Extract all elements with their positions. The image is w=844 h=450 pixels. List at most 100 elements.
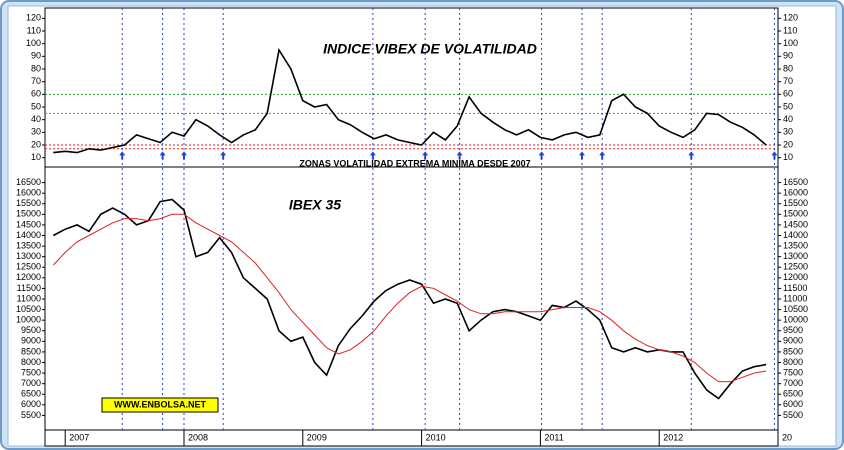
y-tick-label-right: 40 [783,114,793,124]
chart-title: IBEX 35 [289,197,341,213]
y-tick-label-right: 15500 [783,198,808,208]
y-tick-label: 13000 [16,251,41,261]
y-tick-label-right: 6000 [783,399,803,409]
x-tick-label: 2009 [307,432,327,442]
y-tick-label: 80 [31,63,41,73]
y-tick-label-right: 13500 [783,240,808,250]
signal-arrow [119,151,126,160]
y-tick-label-right: 9000 [783,336,803,346]
y-tick-label: 12500 [16,262,41,272]
y-tick-label-right: 10000 [783,315,808,325]
annotation-box [101,397,219,413]
y-tick-label: 15500 [16,198,41,208]
y-tick-label: 7000 [21,378,41,388]
y-tick-label-right: 50 [783,101,793,111]
chart-title: INDICE VIBEX DE VOLATILIDAD [323,41,537,57]
y-tick-label-right: 12000 [783,272,808,282]
series-line [52,198,767,400]
x-tick-label: 2012 [663,432,683,442]
y-tick-label-right: 80 [783,63,793,73]
signal-arrow [180,151,187,160]
signal-arrow [538,151,545,160]
y-tick-label-right: 14000 [783,230,808,240]
plot-area [44,7,779,431]
y-tick-label: 6500 [21,389,41,399]
signal-arrow [456,151,463,160]
y-tick-label-right: 8000 [783,357,803,367]
y-tick-label-right: 14500 [783,219,808,229]
y-tick-label-right: 5500 [783,410,803,420]
annotation: ZONAS VOLATILIDAD EXTREMA MINIMA DESDE 2… [299,158,530,168]
signal-arrow [159,151,166,160]
signal-arrow [688,151,695,160]
annotation: WWW.ENBOLSA.NET [114,399,206,409]
y-tick-label: 100 [26,38,41,48]
signal-arrow [220,151,227,160]
y-tick-label-right: 90 [783,51,793,61]
signal-arrow [578,151,585,160]
y-tick-label-right: 10 [783,152,793,162]
x-tick-label: 2011 [544,432,563,442]
y-tick-label: 70 [31,76,41,86]
signal-arrow [422,151,429,160]
y-tick-label: 10 [31,152,41,162]
y-tick-label-right: 16500 [783,177,808,187]
y-tick-label: 14500 [16,219,41,229]
y-tick-label: 5500 [21,410,41,420]
y-tick-label: 14000 [16,230,41,240]
y-tick-label: 15000 [16,209,41,219]
y-tick-label: 40 [31,114,41,124]
y-tick-label: 120 [26,13,41,23]
y-tick-label: 13500 [16,240,41,250]
y-tick-label: 11000 [17,293,41,303]
signal-arrow [599,151,606,160]
y-tick-label: 6000 [21,399,41,409]
y-tick-label: 10000 [16,315,41,325]
y-tick-label-right: 11500 [783,283,807,293]
y-tick-label: 9500 [21,325,41,335]
signal-arrow [771,151,778,160]
y-tick-label: 110 [27,25,41,35]
y-tick-label-right: 16000 [783,188,808,198]
y-tick-label-right: 20 [783,139,793,149]
y-tick-label: 50 [31,101,41,111]
x-tick-label: 20 [782,432,792,442]
y-tick-label: 10500 [16,304,41,314]
y-tick-label-right: 6500 [783,389,803,399]
plot-layer: 10 10 20 20 30 30 40 40 50 50 60 60 70 70 80 80 90 90 100 1… [16,8,808,446]
y-tick-label: 30 [31,127,41,137]
series-line [52,213,767,383]
y-tick-label-right: 9500 [783,325,803,335]
y-tick-label: 20 [31,139,41,149]
x-tick-label: 2007 [69,432,89,442]
y-tick-label-right: 110 [783,25,797,35]
y-tick-label-right: 70 [783,76,793,86]
signal-arrow [369,151,376,160]
y-tick-label-right: 120 [783,13,798,23]
y-tick-label-right: 8500 [783,346,803,356]
y-tick-label: 11500 [17,283,41,293]
y-tick-label-right: 15000 [783,209,808,219]
y-tick-label: 12000 [16,272,41,282]
x-tick-label: 2008 [188,432,208,442]
x-tick-label: 2010 [426,432,446,442]
y-tick-label-right: 12500 [783,262,808,272]
y-tick-label: 7500 [21,367,41,377]
y-tick-label: 60 [31,89,41,99]
y-tick-label: 16000 [16,188,41,198]
y-tick-label-right: 30 [783,127,793,137]
y-tick-label-right: 7000 [783,378,803,388]
y-tick-label-right: 10500 [783,304,808,314]
y-tick-label: 8000 [21,357,41,367]
y-tick-label: 9000 [21,336,41,346]
y-tick-label-right: 13000 [783,251,808,261]
y-tick-label: 8500 [21,346,41,356]
y-tick-label-right: 100 [783,38,798,48]
y-tick-label-right: 60 [783,89,793,99]
y-tick-label-right: 11000 [783,293,807,303]
series-line [53,47,767,154]
y-tick-label: 16500 [16,177,41,187]
y-tick-label: 90 [31,51,41,61]
y-tick-label-right: 7500 [783,367,803,377]
